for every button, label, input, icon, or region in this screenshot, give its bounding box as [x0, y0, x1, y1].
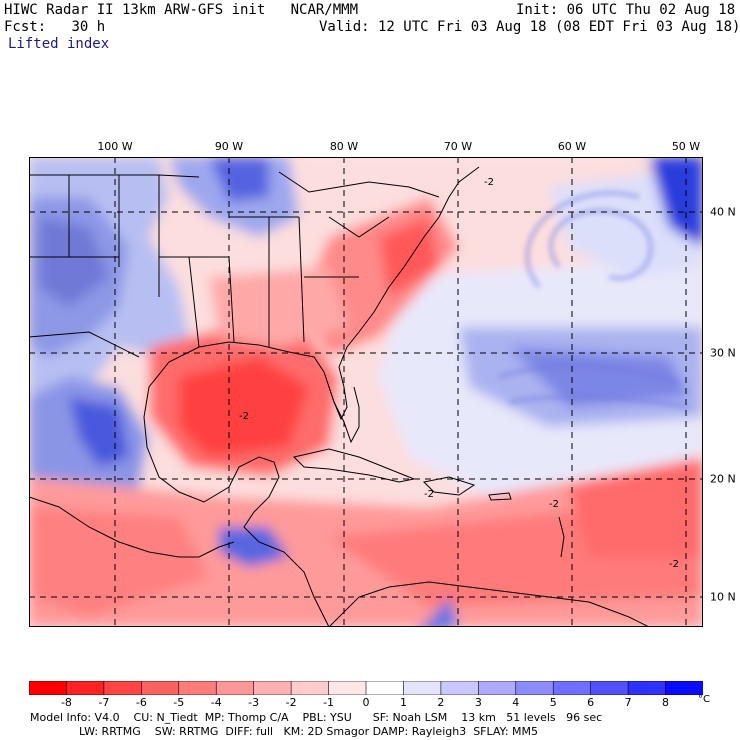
- valid-time: Valid: 12 UTC Fri 03 Aug 18 (08 EDT Fri …: [319, 19, 740, 35]
- color-scale-tick-label: -1: [323, 696, 335, 709]
- color-scale-swatch: [403, 681, 442, 695]
- color-scale-swatch: [215, 681, 255, 695]
- color-scale-tick-label: 2: [437, 696, 445, 709]
- color-scale-swatch: [478, 681, 517, 695]
- color-scale-swatch: [141, 681, 180, 695]
- color-scale-swatch: [178, 681, 218, 695]
- color-scale-tick-label: 7: [624, 696, 632, 709]
- model-info-line1: Model Info: V4.0 CU: N_Tiedt MP: Thomp C…: [30, 711, 603, 724]
- contour-label: -2: [549, 499, 559, 510]
- lat-label-10n: 10 N: [710, 590, 736, 604]
- color-scale-swatch: [29, 681, 68, 695]
- coastlines: [29, 166, 650, 627]
- model-info-line2: LW: RRTMG SW: RRTMG DIFF: full KM: 2D Sm…: [79, 725, 539, 738]
- color-scale-tick-label: -2: [285, 696, 297, 709]
- color-scale-tick-label: 6: [587, 696, 595, 709]
- color-scale-swatch: [440, 681, 480, 695]
- map-title: HIWC Radar II 13km ARW-GFS init NCAR/MMM: [4, 2, 359, 18]
- lon-label-50w: 50 W: [671, 140, 701, 153]
- field-shading: [29, 157, 703, 627]
- color-scale-tick-label: -5: [173, 696, 185, 709]
- color-scale-tick-label: 5: [549, 696, 557, 709]
- lat-label-40n: 40 N: [710, 205, 736, 219]
- color-scale-swatch: [552, 681, 592, 695]
- contour-labels: -2 -2 -2 -2 -2: [239, 177, 679, 570]
- map-frame: [29, 157, 703, 627]
- atlantic-swirl: [498, 191, 690, 409]
- lon-label-90w: 90 W: [214, 140, 244, 153]
- field-name: Lifted index: [8, 36, 110, 52]
- color-scale-tick-label: -7: [98, 696, 110, 709]
- contour-label: -2: [484, 177, 494, 188]
- lon-label-60w: 60 W: [557, 140, 587, 153]
- lifted-index-map: -2 -2 -2 -2 -2: [29, 157, 703, 627]
- lat-label-30n: 30 N: [710, 346, 736, 360]
- color-scale-tick-label: 4: [512, 696, 520, 709]
- color-scale-bar: [29, 681, 703, 695]
- color-scale-swatch: [627, 681, 667, 695]
- lat-label-20n: 20 N: [710, 472, 736, 486]
- contour-label: -2: [239, 411, 249, 422]
- color-scale-tick-label: -3: [248, 696, 260, 709]
- color-scale-tick-label: 0: [362, 696, 370, 709]
- lon-label-100w: 100 W: [97, 140, 133, 153]
- color-scale-tick-label: 3: [474, 696, 482, 709]
- color-scale-tick-label: 8: [662, 696, 670, 709]
- contour-label: -2: [424, 489, 434, 500]
- color-scale-swatch: [328, 681, 367, 695]
- contour-label: -2: [669, 559, 679, 570]
- color-scale-swatch: [365, 681, 405, 695]
- lon-label-70w: 70 W: [443, 140, 473, 153]
- color-scale-tick-label: -4: [210, 696, 222, 709]
- color-scale-swatch: [290, 681, 330, 695]
- lon-label-80w: 80 W: [329, 140, 359, 153]
- forecast-hour: Fcst: 30 h: [4, 19, 106, 35]
- color-scale-swatch: [515, 681, 555, 695]
- color-scale-swatch: [103, 681, 143, 695]
- color-scale-swatch: [590, 681, 629, 695]
- color-scale-tick-label: -8: [60, 696, 72, 709]
- color-scale-swatch: [66, 681, 105, 695]
- color-scale-swatch: [253, 681, 292, 695]
- unit-label: °C: [698, 694, 710, 705]
- color-scale-tick-label: 1: [399, 696, 407, 709]
- color-scale-tick-label: -6: [135, 696, 147, 709]
- init-time: Init: 06 UTC Thu 02 Aug 18: [516, 2, 736, 18]
- color-scale-swatch: [665, 681, 703, 695]
- latlon-grid: [29, 157, 703, 627]
